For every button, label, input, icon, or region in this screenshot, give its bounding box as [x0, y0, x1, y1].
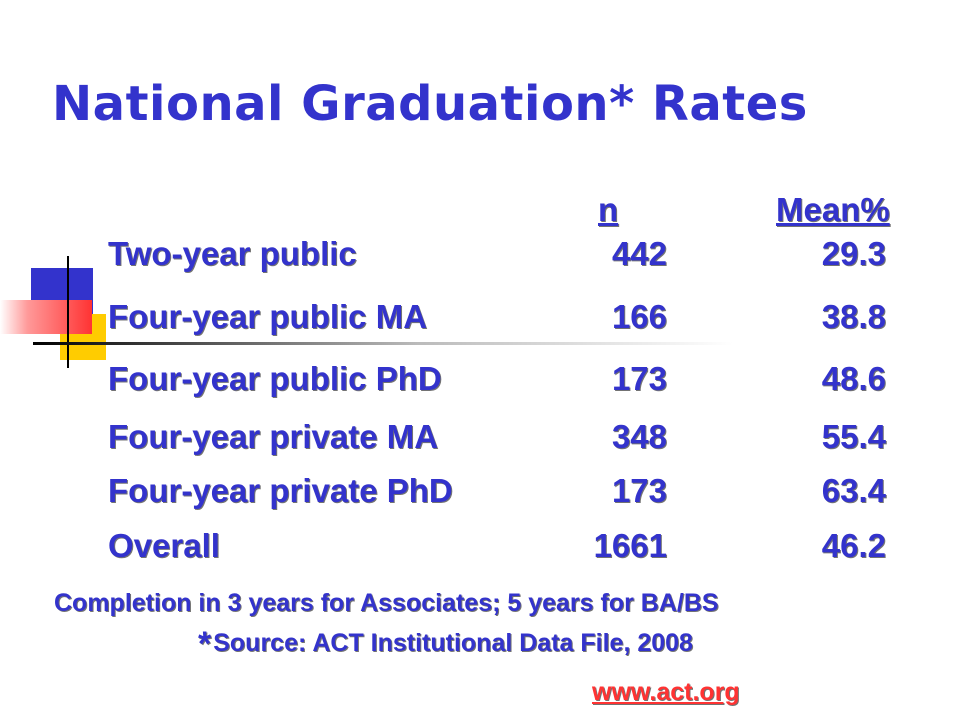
row-mean: 48.6: [821, 360, 886, 397]
table-row: Overall 1661 46.2: [0, 527, 960, 571]
row-n: 1661: [593, 527, 667, 564]
row-n: 173: [611, 472, 667, 509]
table-row: Four-year public MA 166 38.8: [0, 298, 960, 342]
decor-vertical-line: [67, 256, 69, 368]
column-header-n: n: [598, 191, 619, 228]
source-note: *Source: ACT Institutional Data File, 20…: [198, 625, 693, 664]
footnote-star: *: [198, 625, 212, 663]
slide-title: National Graduation* Rates: [52, 76, 808, 132]
table-row: Four-year public PhD 173 48.6: [0, 360, 960, 404]
completion-note: Completion in 3 years for Associates; 5 …: [54, 589, 719, 617]
act-website-link[interactable]: www.act.org: [592, 678, 740, 706]
row-label: Four-year public PhD: [108, 360, 442, 397]
row-mean: 46.2: [821, 527, 886, 564]
table-row: Four-year private PhD 173 63.4: [0, 472, 960, 516]
row-label: Four-year private MA: [108, 418, 439, 455]
column-header-mean: Mean%: [776, 191, 890, 228]
table-row: Four-year private MA 348 55.4: [0, 418, 960, 462]
decor-horizontal-line: [33, 342, 733, 345]
row-label: Four-year public MA: [108, 298, 428, 335]
row-n: 166: [611, 298, 667, 335]
row-label: Four-year private PhD: [108, 472, 453, 509]
decor-red-bar: [0, 300, 92, 334]
row-mean: 38.8: [821, 298, 886, 335]
row-mean: 29.3: [821, 235, 886, 272]
row-n: 173: [611, 360, 667, 397]
row-n: 442: [611, 235, 667, 272]
row-mean: 55.4: [821, 418, 886, 455]
source-text: Source: ACT Institutional Data File, 200…: [213, 629, 693, 657]
row-n: 348: [611, 418, 667, 455]
table-row: Two-year public 442 29.3: [0, 235, 960, 279]
row-mean: 63.4: [821, 472, 886, 509]
row-label: Overall: [108, 527, 220, 564]
row-label: Two-year public: [108, 235, 357, 272]
